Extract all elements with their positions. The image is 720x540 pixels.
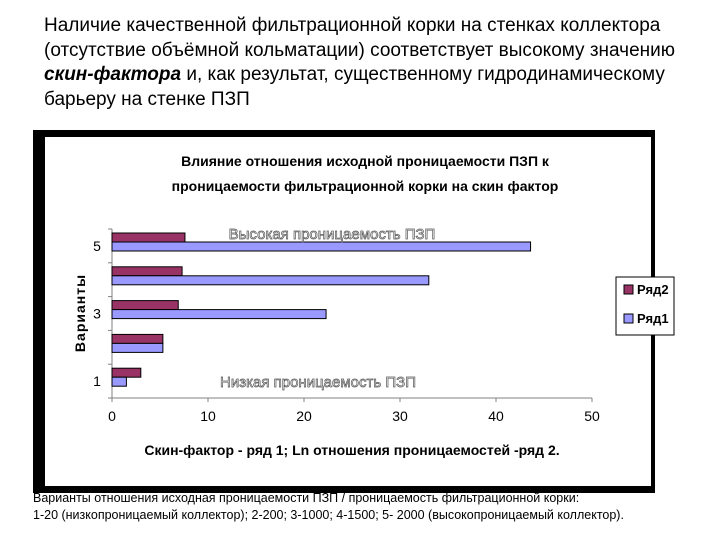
bar-Ряд2-2 (111, 333, 164, 344)
chart-title-line-1: Влияние отношения исходной проницаемости… (181, 153, 550, 169)
x-tick-label: 10 (200, 408, 216, 424)
bar-Ряд2-1 (111, 367, 142, 378)
x-axis-title: Скин-фактор - ряд 1; Ln отношения прониц… (144, 442, 559, 458)
legend-swatch-Ряд2 (623, 284, 634, 295)
bar-Ряд1-1 (111, 376, 127, 387)
x-tick-label: 20 (296, 408, 312, 424)
caption-line-2: 1-20 (низкопроницаемый коллектор); 2-200… (33, 507, 624, 522)
bar-Ряд1-5 (111, 241, 532, 252)
annotation-high: Высокая проницаемость ПЗП (229, 226, 436, 243)
legend-label-Ряд2: Ряд2 (637, 282, 669, 297)
heading-text-end: и, как результат, существенному гидродин… (44, 64, 665, 110)
bar-Ряд1-3 (111, 309, 327, 320)
legend-label-Ряд1: Ряд1 (637, 311, 669, 326)
legend-swatch-Ряд1 (623, 313, 634, 324)
chart-title-line-2: проницаемости фильтрационной корки на ск… (172, 178, 559, 194)
bar-Ряд1-4 (111, 275, 430, 286)
x-tick-label: 50 (584, 408, 600, 424)
caption-line-1: Варианты отношения исходная проницаемост… (33, 491, 580, 505)
y-tick-label: 3 (93, 306, 101, 322)
bar-Ряд1-2 (111, 342, 164, 353)
heading-emphasis: скин-фактора (44, 64, 182, 85)
x-tick-label: 0 (108, 408, 116, 424)
x-tick-label: 40 (488, 408, 504, 424)
caption: Варианты отношения исходная проницаемост… (33, 490, 713, 523)
bar-Ряд2-5 (111, 232, 186, 243)
y-axis-title: Варианты (72, 274, 88, 352)
x-tick-label: 30 (392, 408, 408, 424)
slide-heading: Наличие качественной фильтрационной корк… (44, 14, 704, 112)
bar-Ряд2-4 (111, 266, 183, 277)
bar-Ряд2-3 (111, 300, 179, 311)
y-tick-label: 5 (93, 238, 101, 254)
annotation-low: Низкая проницаемость ПЗП (220, 374, 416, 391)
heading-text-start: Наличие качественной фильтрационной корк… (44, 15, 675, 61)
y-tick-label: 1 (93, 373, 101, 389)
